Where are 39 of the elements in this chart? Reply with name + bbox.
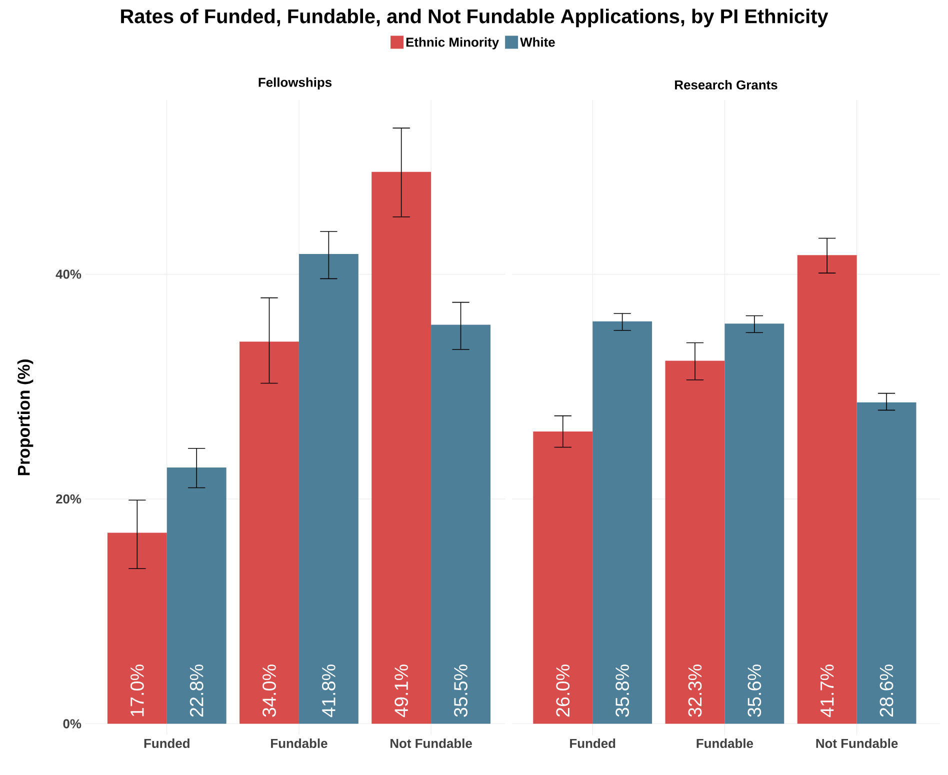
bar xyxy=(240,342,299,724)
bar xyxy=(533,432,593,724)
legend-label: Ethnic Minority xyxy=(406,37,500,50)
bar xyxy=(856,402,916,724)
chart-title: Rates of Funded, Fundable, and Not Fundable Applications, by PI Ethnicity xyxy=(121,8,828,28)
bar xyxy=(592,321,652,724)
chart-subtitle: Research Grants xyxy=(675,80,778,90)
x-tick-label: Funded xyxy=(144,738,190,748)
data-label: 41.8% xyxy=(322,664,336,718)
y-tick-label: 40% xyxy=(56,270,82,279)
x-tick-label: Fundable xyxy=(271,738,328,748)
chart-subtitle: Fellowships xyxy=(258,77,332,90)
y-tick-label: 20% xyxy=(56,494,82,504)
data-label: 22.8% xyxy=(190,664,204,717)
bar xyxy=(107,532,167,724)
data-label: 28.6% xyxy=(880,664,894,717)
bar xyxy=(431,324,490,724)
data-label: 49.1% xyxy=(394,664,408,718)
x-tick-label: Funded xyxy=(570,738,616,748)
x-tick-label: Fundable xyxy=(696,738,754,748)
bar xyxy=(372,172,432,724)
data-label: 34.0% xyxy=(262,664,276,717)
x-tick-label: Not Fundable xyxy=(390,738,472,748)
data-label: 17.0% xyxy=(130,664,144,716)
bar xyxy=(724,324,784,724)
data-label: 41.7% xyxy=(820,664,834,718)
bar xyxy=(797,255,857,724)
data-label: 35.8% xyxy=(616,664,630,717)
y-axis-title: Proportion (%) xyxy=(17,360,34,476)
data-label: 35.5% xyxy=(454,664,468,717)
bar xyxy=(298,254,358,724)
bar xyxy=(665,360,725,724)
data-label: 26.0% xyxy=(556,664,570,717)
bar xyxy=(166,468,226,724)
data-label: 35.6% xyxy=(748,664,762,717)
legend-label: White xyxy=(520,37,555,47)
x-tick-label: Not Fundable xyxy=(816,738,898,748)
data-label: 32.3% xyxy=(688,664,702,717)
y-tick-label: 0% xyxy=(63,719,82,728)
